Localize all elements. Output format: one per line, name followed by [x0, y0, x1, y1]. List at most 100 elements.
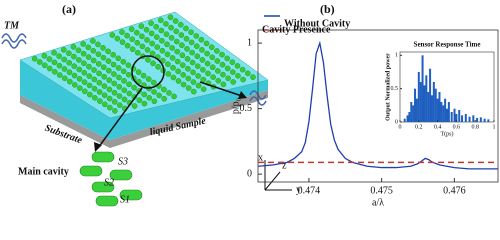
rod [198, 36, 205, 43]
rod [200, 86, 207, 92]
rod [188, 29, 194, 36]
rod [179, 42, 185, 49]
inset-bar [406, 115, 409, 122]
rod [126, 90, 133, 97]
inset-bar [464, 114, 467, 122]
rod [106, 95, 113, 102]
input-wave [1, 33, 27, 49]
rod [76, 76, 83, 82]
rod [180, 72, 187, 78]
rod [121, 87, 128, 93]
inset-bar [438, 92, 441, 122]
rod [188, 39, 195, 46]
rod [164, 41, 170, 48]
rod [203, 40, 210, 47]
rod [111, 71, 117, 77]
legend-label: Without Cavity [284, 18, 350, 29]
rod [76, 85, 83, 91]
x-tick-label: 0.474 [298, 185, 321, 196]
inset-bar [446, 108, 448, 122]
rod [91, 85, 98, 92]
rod [199, 47, 205, 53]
inset-bar [468, 116, 471, 122]
rod [144, 37, 150, 43]
rod [79, 165, 103, 177]
inset-bar [450, 112, 453, 122]
rod [110, 52, 116, 58]
rod [171, 93, 177, 100]
rod [85, 54, 92, 60]
rod [240, 76, 246, 83]
rod [111, 89, 118, 96]
rod [185, 85, 192, 91]
inset-y-label: Output Normalized power [385, 53, 391, 121]
axis-line [264, 171, 281, 191]
slab-top [19, 11, 269, 119]
rod [102, 101, 108, 108]
rod [76, 66, 83, 73]
rod [208, 44, 215, 50]
rod [92, 95, 98, 101]
rod [66, 50, 72, 57]
rod [193, 33, 200, 39]
rod [158, 27, 165, 34]
rod [230, 69, 236, 75]
axis-z-label: z [282, 160, 287, 171]
rod [219, 61, 226, 68]
rod [185, 75, 192, 82]
rod [168, 35, 175, 41]
rod [81, 69, 88, 76]
inset-x-tick-label: 0.2 [415, 124, 423, 130]
rod [115, 65, 122, 71]
rod [163, 31, 170, 37]
rod [169, 55, 176, 61]
inset-bar [432, 82, 435, 122]
rod [120, 58, 127, 65]
rod [156, 92, 162, 99]
rod [172, 18, 179, 24]
y-tick-label: 0.5 [240, 103, 253, 114]
rod [81, 60, 87, 67]
rod [170, 64, 176, 71]
rod [194, 63, 201, 69]
rod [204, 50, 210, 57]
rod [95, 51, 102, 58]
rod [190, 88, 197, 95]
rod [141, 100, 148, 107]
rod [90, 38, 96, 44]
rod [51, 68, 58, 75]
inset-x-tick-label: 1 [493, 124, 496, 130]
rod [220, 71, 226, 78]
rod [164, 51, 171, 58]
inset-bar [430, 95, 433, 122]
figure: TM (a) Substrate liquid Sample Main cavi… [1, 2, 499, 208]
inset-bar [412, 105, 415, 122]
inset-bar [453, 108, 456, 122]
rod [115, 55, 122, 62]
rod [116, 102, 123, 108]
rod [119, 189, 143, 201]
inset-bar [403, 118, 406, 122]
rod [235, 73, 241, 79]
inset-x-tick-label: 0.8 [471, 124, 479, 130]
rod [134, 39, 141, 46]
inset-bar [436, 98, 439, 122]
rod [215, 77, 222, 84]
rod [219, 51, 225, 58]
rod [135, 69, 142, 75]
rod [190, 69, 196, 76]
rod [101, 64, 107, 71]
rod [167, 14, 174, 21]
inset-bar [442, 105, 445, 122]
rod [193, 43, 200, 49]
tm-label: TM [4, 20, 20, 31]
rod [90, 47, 97, 54]
rod [51, 50, 57, 56]
rod [145, 76, 152, 82]
rod [195, 82, 202, 89]
rod [163, 21, 169, 27]
inset-x-tick-label: 0 [399, 124, 402, 130]
inset-bar [461, 115, 464, 122]
rod [100, 45, 106, 51]
arrow [97, 87, 143, 149]
